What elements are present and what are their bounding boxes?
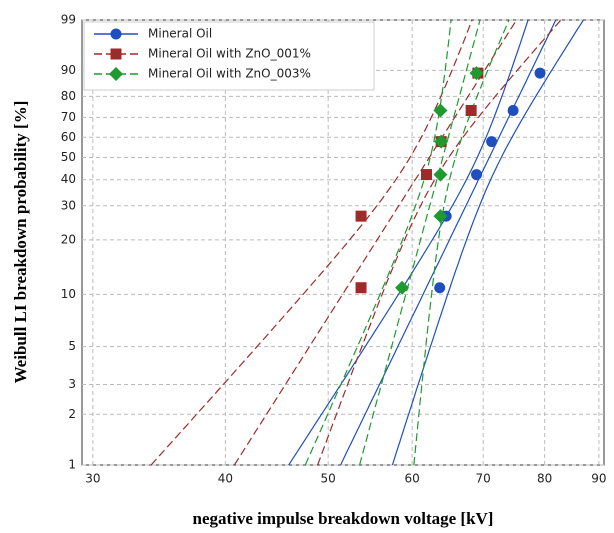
x-axis-title: negative impulse breakdown voltage [kV] (193, 509, 494, 528)
y-tick-label: 50 (61, 150, 76, 164)
x-tick-label: 80 (537, 472, 552, 486)
confidence-bound (317, 20, 562, 465)
y-tick-label: 40 (61, 172, 76, 186)
marker (433, 209, 448, 224)
y-axis-title: Weibull LI breakdown probability [%] (11, 101, 30, 384)
y-tick-label: 80 (61, 89, 76, 103)
y-tick-label: 2 (68, 407, 76, 421)
y-tick-label: 60 (61, 130, 76, 144)
y-tick-label: 70 (61, 110, 76, 124)
marker (395, 280, 410, 295)
plot-layer (150, 20, 584, 465)
y-tick-label: 90 (61, 63, 76, 77)
y-tick-label: 10 (61, 287, 76, 301)
marker (433, 167, 448, 182)
y-tick-label: 99 (61, 13, 76, 27)
marker (355, 282, 367, 294)
fit-line (233, 20, 518, 465)
marker (355, 210, 367, 222)
x-tick-label: 70 (476, 472, 491, 486)
legend-label: Mineral Oil (148, 27, 212, 41)
legend: Mineral Oil Mineral Oil with ZnO_001% Mine… (83, 21, 375, 91)
confidence-bound (288, 20, 529, 465)
legend-label: Mineral Oil with ZnO_003% (148, 67, 311, 81)
x-tick-label: 40 (218, 472, 233, 486)
marker (110, 28, 122, 40)
fit-line (340, 20, 557, 465)
y-tick-label: 1 (68, 458, 76, 472)
y-tick-label: 30 (61, 198, 76, 212)
plot-area (81, 19, 605, 466)
y-tick-label: 5 (68, 339, 76, 353)
x-tick-label: 60 (405, 472, 420, 486)
marker (434, 134, 449, 149)
legend-label: Mineral Oil with ZnO_001% (148, 47, 311, 61)
marker (110, 48, 122, 60)
marker (471, 169, 483, 181)
marker (434, 282, 446, 294)
x-tick-label: 30 (85, 472, 100, 486)
y-tick-label: 20 (61, 232, 76, 246)
marker (507, 105, 519, 117)
marker (465, 105, 477, 117)
x-tick-label: 90 (591, 472, 606, 486)
confidence-bound (413, 20, 510, 465)
confidence-bound (304, 20, 452, 465)
marker (486, 136, 498, 148)
fit-line (359, 20, 481, 465)
marker (433, 103, 448, 118)
confidence-bound (391, 20, 584, 465)
marker (421, 169, 433, 181)
marker (534, 67, 546, 79)
x-tick-label: 50 (321, 472, 336, 486)
y-tick-label: 3 (68, 377, 76, 391)
marker (469, 66, 484, 81)
marker (109, 67, 123, 81)
